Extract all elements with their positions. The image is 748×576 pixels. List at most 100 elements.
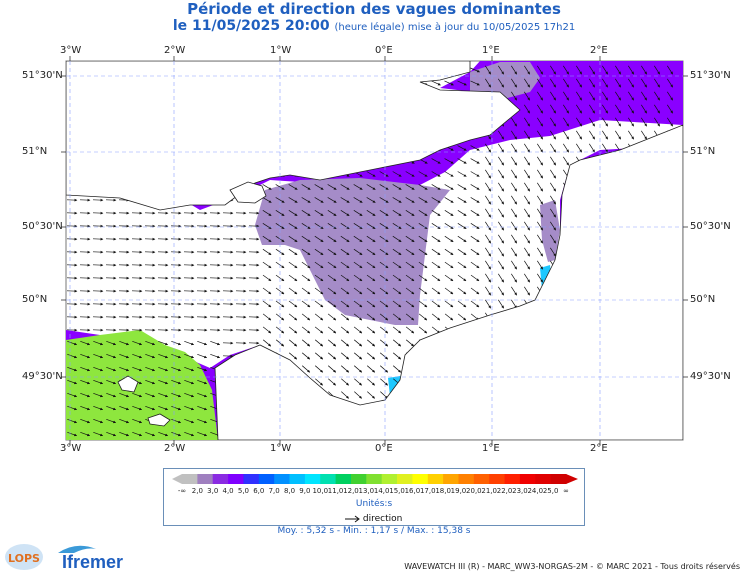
lops-logo: LOPS xyxy=(5,544,43,570)
wave-arrow xyxy=(511,195,517,205)
lat-label: 51°N xyxy=(690,146,716,157)
wave-arrow xyxy=(119,431,130,437)
wave-arrow xyxy=(158,431,169,437)
wave-arrow xyxy=(418,197,428,203)
wave-arrow xyxy=(537,156,543,166)
wave-arrow xyxy=(550,195,556,205)
wave-arrow xyxy=(602,117,608,127)
wave-arrow xyxy=(197,379,208,385)
wave-arrow xyxy=(392,274,402,282)
wave-arrow xyxy=(327,184,337,190)
wave-arrow xyxy=(327,300,337,308)
wave-arrow xyxy=(327,223,337,229)
wave-arrow xyxy=(431,171,441,177)
wave-arrow xyxy=(444,248,454,256)
wave-arrow xyxy=(171,405,182,411)
wave-arrow xyxy=(485,65,491,75)
wave-arrow xyxy=(314,300,324,308)
wave-arrow xyxy=(563,78,569,88)
wave-arrow xyxy=(184,340,195,346)
wave-arrow xyxy=(341,391,349,399)
wave-arrow xyxy=(615,117,621,127)
wave-arrow xyxy=(197,392,208,398)
wave-arrow xyxy=(288,197,298,203)
wave-arrow xyxy=(353,287,363,295)
wave-arrow xyxy=(537,65,543,75)
wave-arrow xyxy=(667,104,673,114)
lat-label: 49°30'N xyxy=(22,371,63,382)
wave-arrow xyxy=(524,234,530,244)
wave-arrow xyxy=(93,405,104,411)
colorbar-tick-label: 10,0 xyxy=(312,487,329,495)
wave-arrow xyxy=(353,235,363,243)
date-label: le 11/05/2025 20:00 xyxy=(172,18,330,34)
wave-arrow xyxy=(641,104,647,114)
wave-arrow xyxy=(366,248,376,256)
wave-arrow xyxy=(550,65,556,75)
wave-arrow xyxy=(485,286,491,296)
legend: -∞ 2,0 3,0 4,0 5,0 6,0 7,0 8,0 9,0 10,0 11,0 12,0 13… xyxy=(163,468,585,526)
wave-arrow xyxy=(537,182,543,192)
wave-arrow xyxy=(563,91,569,101)
wave-arrow xyxy=(392,287,402,295)
wave-arrow xyxy=(314,326,324,334)
wave-arrow xyxy=(470,210,480,216)
wave-arrow xyxy=(288,300,298,308)
wave-arrow xyxy=(537,273,543,283)
wave-arrow xyxy=(327,339,337,347)
wave-arrow xyxy=(641,91,647,101)
wave-arrow xyxy=(340,365,350,373)
wave-arrow xyxy=(457,158,467,164)
wave-arrow xyxy=(353,339,363,347)
colorbar-swatch xyxy=(335,474,352,484)
wave-arrow xyxy=(132,366,143,372)
wave-arrow xyxy=(301,287,311,295)
wave-arrow xyxy=(132,431,143,437)
wave-arrow xyxy=(511,182,517,192)
colorbar-tick-label: 24,0 xyxy=(527,487,544,495)
wave-arrow xyxy=(288,326,298,334)
lat-label: 51°30'N xyxy=(690,70,731,81)
wave-arrow xyxy=(119,418,130,424)
wave-arrow xyxy=(589,117,595,127)
wave-arrow xyxy=(602,78,608,88)
wave-arrow xyxy=(537,91,543,101)
wave-arrow xyxy=(405,248,415,256)
wave-arrow xyxy=(498,130,504,140)
wave-arrow xyxy=(80,418,91,424)
colorbar-tick-label: 13,0 xyxy=(358,487,375,495)
wave-arrow xyxy=(444,287,454,295)
wave-arrow xyxy=(197,353,208,359)
colorbar-swatch xyxy=(243,474,260,484)
direction-legend: direction xyxy=(344,514,402,524)
wave-arrow xyxy=(602,130,608,140)
colorbar-swatch xyxy=(351,474,367,484)
wave-arrow xyxy=(379,313,389,321)
wave-arrow xyxy=(353,261,363,269)
wave-arrow xyxy=(145,379,156,385)
wave-arrow xyxy=(171,431,182,437)
wave-arrow xyxy=(537,208,543,218)
wave-arrow xyxy=(485,156,491,166)
wave-arrow xyxy=(498,156,504,166)
wave-arrow xyxy=(498,286,504,296)
wave-arrow xyxy=(80,340,91,346)
wave-arrow xyxy=(301,210,311,216)
grid-lines xyxy=(66,61,683,440)
wave-arrow xyxy=(405,184,415,190)
colorbar-tick-label: 4,0 xyxy=(222,487,234,495)
wave-arrow xyxy=(262,339,272,347)
wave-arrow xyxy=(485,221,491,231)
wave-arrow xyxy=(654,78,660,88)
wave-arrow xyxy=(80,366,91,372)
wave-arrow xyxy=(418,261,428,269)
wave-arrow xyxy=(654,104,660,114)
wave-arrow xyxy=(537,234,543,244)
lat-label: 51°30'N xyxy=(22,70,63,81)
wave-arrow xyxy=(301,339,311,347)
wave-arrow xyxy=(184,392,195,398)
wave-arrow xyxy=(485,247,491,257)
wave-arrow xyxy=(641,117,647,127)
colorbar-swatch xyxy=(182,474,198,484)
wave-arrow xyxy=(405,339,415,347)
